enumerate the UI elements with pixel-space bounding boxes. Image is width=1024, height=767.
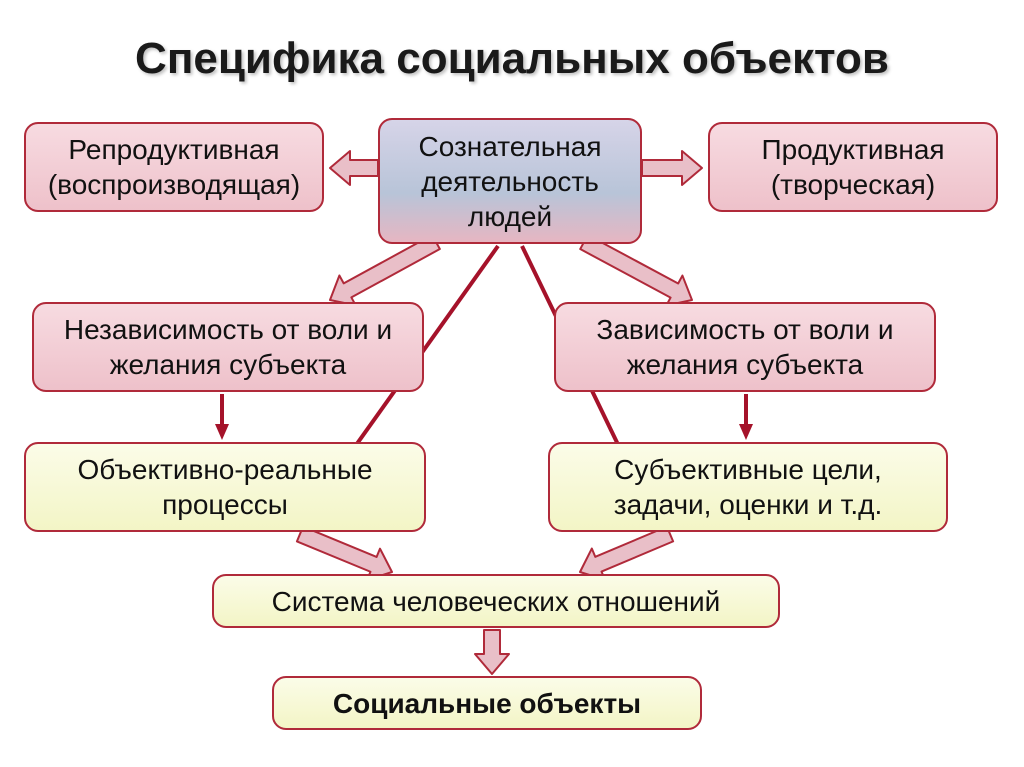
node-objective-processes: Объективно-реальные процессы	[24, 442, 426, 532]
node-productive: Продуктивная (творческая)	[708, 122, 998, 212]
node-conscious-activity: Сознательная деятельность людей	[378, 118, 642, 244]
node-subjective-goals: Субъективные цели, задачи, оценки и т.д.	[548, 442, 948, 532]
page-title: Специфика социальных объектов	[0, 34, 1024, 84]
node-reproductive: Репродуктивная (воспроизводящая)	[24, 122, 324, 212]
node-independence: Независимость от воли и желания субъекта	[32, 302, 424, 392]
node-system-relations: Система человеческих отношений	[212, 574, 780, 628]
node-dependence: Зависимость от воли и желания субъекта	[554, 302, 936, 392]
node-social-objects: Социальные объекты	[272, 676, 702, 730]
